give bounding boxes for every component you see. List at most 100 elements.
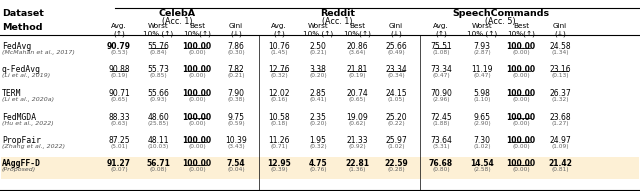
Text: (Acc. 1): (Acc. 1) [323,17,353,26]
Text: (↓): (↓) [554,30,566,37]
Text: 5.98: 5.98 [474,89,490,98]
Text: (0.65): (0.65) [348,97,366,102]
Text: (Zhang et al., 2022): (Zhang et al., 2022) [2,144,65,149]
Text: (0.93): (0.93) [149,97,167,102]
Text: (1.10): (1.10) [473,97,491,102]
Text: (0.34): (0.34) [387,74,405,79]
Text: 1.95: 1.95 [310,136,326,145]
Text: (↓): (↓) [390,30,402,37]
Text: 11.19: 11.19 [471,66,493,74]
Text: Avg.: Avg. [433,23,449,29]
Text: 23.16: 23.16 [549,66,571,74]
Text: (0.47): (0.47) [473,74,491,79]
Text: (0.38): (0.38) [227,97,245,102]
Text: Avg.: Avg. [111,23,127,29]
Text: (0.00): (0.00) [188,50,206,55]
Text: AAggFF-D: AAggFF-D [2,159,41,168]
Text: SpeechCommands: SpeechCommands [452,9,549,18]
Text: 20.74: 20.74 [346,89,368,98]
Text: (0.00): (0.00) [512,74,530,79]
Text: 100.00: 100.00 [182,66,212,74]
Text: (0.16): (0.16) [270,97,288,102]
Text: 10%(↑): 10%(↑) [343,30,371,37]
Text: (0.00): (0.00) [188,97,206,102]
Text: Reddit: Reddit [320,9,355,18]
Text: 3.38: 3.38 [310,66,326,74]
Text: 7.90: 7.90 [227,89,244,98]
Text: 48.11: 48.11 [147,136,169,145]
Text: 56.71: 56.71 [146,159,170,168]
Text: 7.82: 7.82 [228,66,244,74]
Text: (0.18): (0.18) [270,121,288,125]
Text: 25.20: 25.20 [385,112,407,121]
Text: 10.76: 10.76 [268,42,290,51]
Text: 75.51: 75.51 [430,42,452,51]
Text: 23.34: 23.34 [385,66,407,74]
Text: (0.20): (0.20) [309,74,327,79]
Text: 100.00: 100.00 [182,159,212,168]
Text: (1.08): (1.08) [432,50,450,55]
Text: (0.49): (0.49) [387,50,405,55]
Text: (1.32): (1.32) [551,97,569,102]
Text: 72.45: 72.45 [430,112,452,121]
Text: FedMGDA: FedMGDA [2,112,36,121]
Text: (↑): (↑) [113,30,125,37]
Text: Worst: Worst [308,23,328,29]
Text: 21.81: 21.81 [346,66,368,74]
Text: 73.64: 73.64 [430,136,452,145]
Text: (0.76): (0.76) [309,168,327,172]
Text: 90.88: 90.88 [108,66,130,74]
Text: 100.00: 100.00 [506,89,536,98]
Text: (↑): (↑) [273,30,285,37]
Text: 48.60: 48.60 [147,112,169,121]
Text: 10% (↑): 10% (↑) [143,30,173,37]
Text: (0.00): (0.00) [188,144,206,149]
Text: TERM: TERM [2,89,22,98]
Text: (↓): (↓) [230,30,242,37]
Text: (2.87): (2.87) [473,50,491,55]
Text: (2.90): (2.90) [473,121,491,125]
Text: 20.86: 20.86 [346,42,368,51]
Text: 2.35: 2.35 [310,112,326,121]
Text: 100.00: 100.00 [506,159,536,168]
Text: 10.39: 10.39 [225,136,247,145]
Text: q-FedAvg: q-FedAvg [2,66,41,74]
Text: 2.85: 2.85 [310,89,326,98]
Text: (0.00): (0.00) [512,50,530,55]
Text: 10% (↑): 10% (↑) [303,30,333,37]
Text: (3.64): (3.64) [348,50,366,55]
Text: 21.33: 21.33 [346,136,368,145]
Text: 4.75: 4.75 [308,159,327,168]
Text: (0.00): (0.00) [512,144,530,149]
Text: Gini: Gini [229,23,243,29]
Text: 12.95: 12.95 [267,159,291,168]
Text: (Hu et al., 2022): (Hu et al., 2022) [2,121,54,125]
Text: (0.19): (0.19) [110,74,128,79]
Text: 7.93: 7.93 [474,42,490,51]
Text: (McMahan et al., 2017): (McMahan et al., 2017) [2,50,75,55]
Text: (0.00): (0.00) [512,121,530,125]
Text: (0.19): (0.19) [348,74,366,79]
Text: 9.65: 9.65 [474,112,490,121]
Text: (0.00): (0.00) [188,74,206,79]
Text: (Li et al., 2019): (Li et al., 2019) [2,74,51,79]
Text: 10% (↑): 10% (↑) [467,30,497,37]
Text: 91.27: 91.27 [107,159,131,168]
Text: (5.01): (5.01) [110,144,128,149]
Text: (0.32): (0.32) [270,74,288,79]
Text: (1.34): (1.34) [551,50,569,55]
Text: (3.31): (3.31) [432,144,450,149]
Text: 10.58: 10.58 [268,112,290,121]
Text: 100.00: 100.00 [182,136,212,145]
Text: (0.53): (0.53) [110,50,128,55]
Text: (0.71): (0.71) [270,144,288,149]
Text: 24.58: 24.58 [549,42,571,51]
Text: (Proposed): (Proposed) [2,168,36,172]
Text: (0.63): (0.63) [110,121,128,125]
Text: 22.59: 22.59 [384,159,408,168]
Text: 23.68: 23.68 [549,112,571,121]
Text: (Li et al., 2020a): (Li et al., 2020a) [2,97,54,102]
Text: (0.07): (0.07) [110,168,128,172]
Text: 21.42: 21.42 [548,159,572,168]
Text: (0.00): (0.00) [188,121,206,125]
